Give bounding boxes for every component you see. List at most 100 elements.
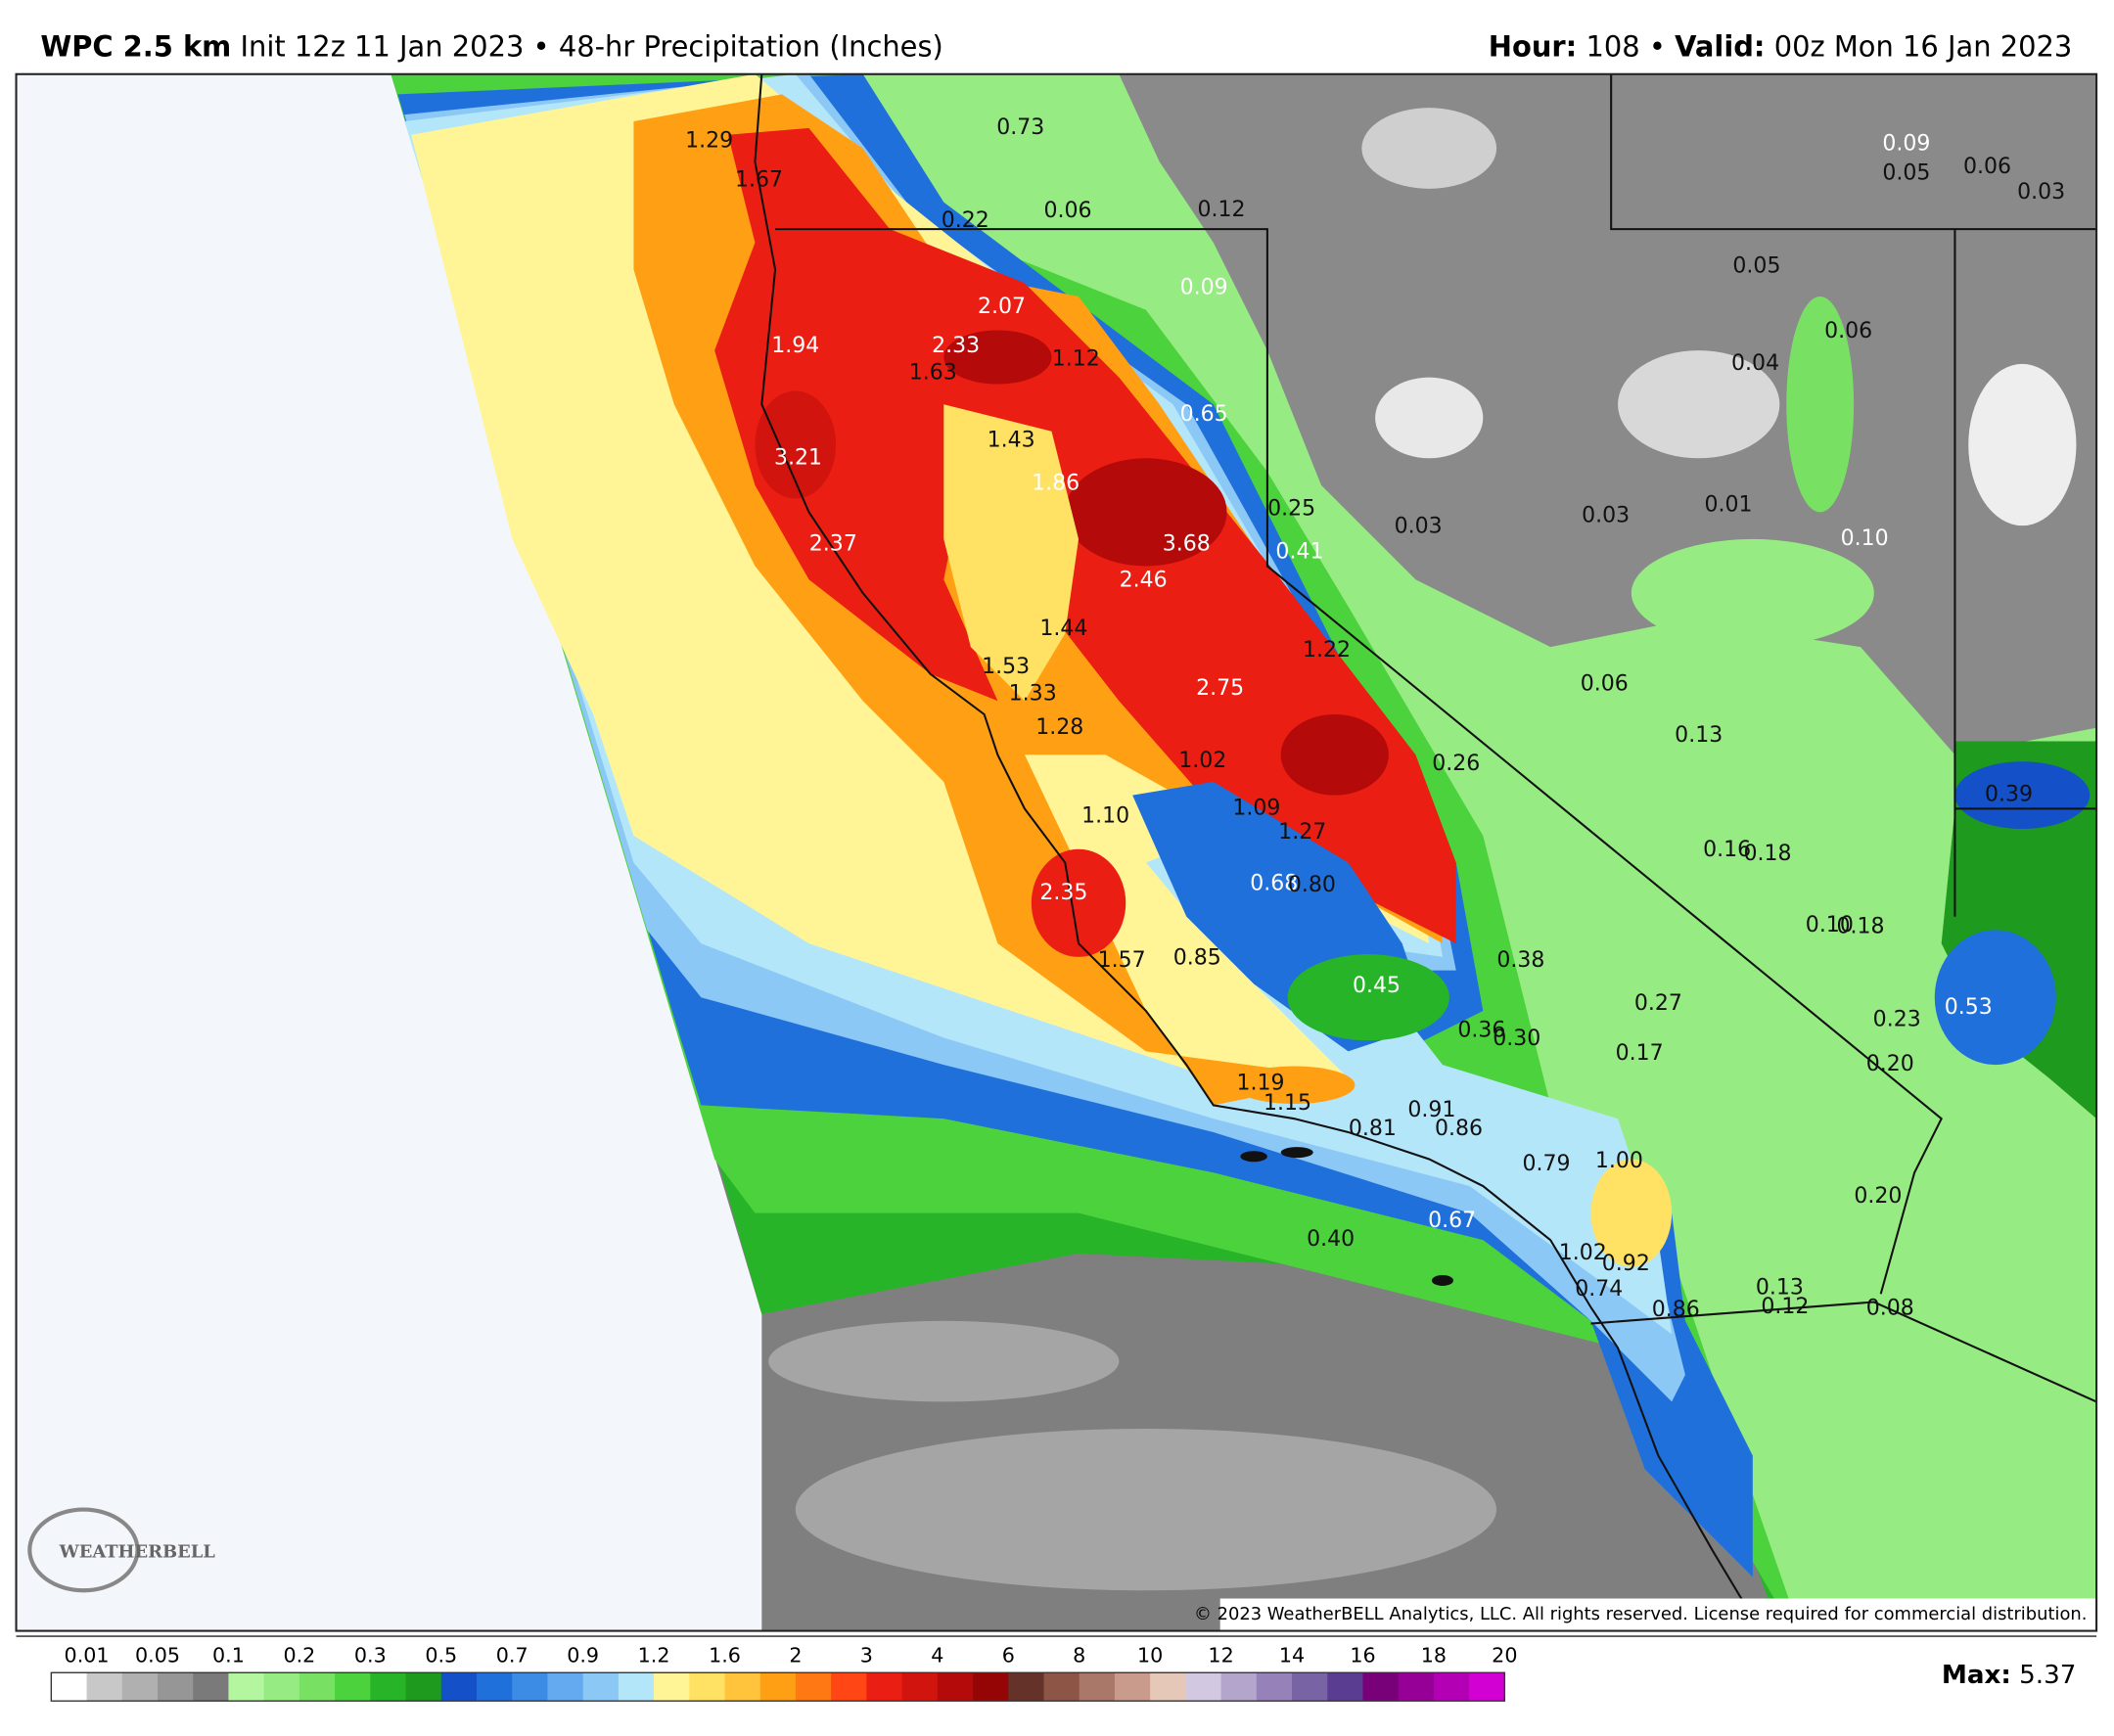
color-swatch — [440, 1672, 478, 1702]
color-swatch — [158, 1672, 194, 1702]
precip-label: 0.86 — [1652, 1298, 1700, 1322]
precip-label: 1.02 — [1559, 1241, 1607, 1265]
colorbar-tick-label: 0.3 — [354, 1644, 387, 1667]
precip-label: 1.57 — [1098, 948, 1146, 973]
color-swatch — [1292, 1672, 1328, 1702]
logo: WEATHERBELL — [27, 1507, 216, 1593]
colorbar-tick-label: 8 — [1073, 1644, 1085, 1667]
precip-band — [1954, 761, 2091, 830]
color-swatch — [1043, 1672, 1080, 1702]
separator: • — [1649, 30, 1666, 64]
color-swatch — [1079, 1672, 1116, 1702]
color-swatch — [1398, 1672, 1435, 1702]
precip-label: 2.35 — [1039, 881, 1087, 905]
max: Max: 5.37 — [1942, 1661, 2077, 1690]
color-swatch — [582, 1672, 620, 1702]
precip-label: 0.04 — [1731, 351, 1779, 376]
island — [1431, 1274, 1453, 1286]
precip-label: 0.05 — [1732, 254, 1780, 279]
island — [1240, 1151, 1267, 1163]
colorbar-tick-label: 0.05 — [135, 1644, 180, 1667]
precip-label: 1.02 — [1178, 749, 1226, 773]
precip-label: 0.17 — [1616, 1041, 1664, 1066]
precip-label: 1.43 — [988, 428, 1035, 452]
colorbar-tick-label: 0.1 — [212, 1644, 245, 1667]
precip-label: 0.92 — [1602, 1252, 1650, 1276]
color-swatch — [866, 1672, 903, 1702]
copyright: © 2023 WeatherBELL Analytics, LLC. All r… — [1194, 1604, 2087, 1624]
color-swatch — [335, 1672, 371, 1702]
color-swatch — [512, 1672, 548, 1702]
islands — [1240, 1147, 1453, 1286]
color-swatch — [228, 1672, 265, 1702]
precip-label: 0.03 — [1582, 504, 1630, 528]
color-swatch — [86, 1672, 123, 1702]
precip-label: 0.30 — [1493, 1027, 1540, 1051]
precip-label: 0.03 — [1395, 515, 1443, 539]
logo-text: WEATHERBELL — [59, 1542, 216, 1563]
color-swatch — [299, 1672, 336, 1702]
precip-label: 3.68 — [1163, 531, 1211, 556]
precip-label: 0.12 — [1198, 198, 1246, 222]
precip-label: 1.29 — [685, 129, 733, 154]
precip-label: 1.15 — [1264, 1091, 1311, 1116]
colorbar-tick-label: 12 — [1208, 1644, 1233, 1667]
color-swatch — [1114, 1672, 1151, 1702]
precip-label: 1.67 — [735, 168, 783, 193]
precip-label: 0.03 — [2017, 180, 2065, 205]
legend: 0.01 0.05 0.1 0.2 0.3 0.5 0.7 0.9 1.2 1.6 2 3 4 6 8 10 1… — [16, 1635, 2097, 1702]
colorbar-tick-label: 4 — [931, 1644, 943, 1667]
precip-band — [1941, 741, 2097, 1119]
color-swatch — [1433, 1672, 1470, 1702]
precip-label: 0.13 — [1675, 723, 1723, 748]
precip-label: 0.73 — [996, 115, 1044, 140]
precip-band — [1287, 954, 1449, 1041]
color-swatch — [795, 1672, 832, 1702]
hour: 108 — [1586, 30, 1639, 64]
precip-label: 0.79 — [1523, 1152, 1571, 1176]
point-labels: 1.94 3.21 2.37 2.07 2.33 1.86 3.68 2.46 2.75 2.35… — [685, 115, 2065, 1322]
precip-label: 0.26 — [1432, 752, 1480, 776]
hour-label: Hour: — [1489, 30, 1577, 64]
precip-label: 0.68 — [1250, 872, 1298, 896]
precip-label: 0.08 — [1866, 1296, 1914, 1320]
separator: • — [533, 30, 550, 64]
precip-band — [795, 1428, 1497, 1591]
colorbar-tick-label: 0.7 — [496, 1644, 528, 1667]
precip-label: 0.25 — [1267, 497, 1315, 522]
precip-band — [1280, 713, 1389, 796]
colorbar-tick-label: 6 — [1002, 1644, 1015, 1667]
state-border — [775, 228, 1943, 1295]
precip-label: 2.75 — [1196, 676, 1244, 701]
colorbar-frame — [50, 1671, 1506, 1702]
precip-label: 0.10 — [1806, 913, 1854, 937]
precip-band — [943, 330, 1052, 385]
precip-label: 0.67 — [1428, 1209, 1476, 1233]
color-swatch — [831, 1672, 867, 1702]
logo-swirl — [27, 1507, 140, 1593]
color-swatch — [759, 1672, 797, 1702]
colorbar-tick-label: 2 — [789, 1644, 802, 1667]
precip-label: 1.10 — [1081, 804, 1129, 829]
boundaries — [754, 73, 2097, 1619]
precip-band — [1618, 350, 1780, 459]
precip-label: 0.40 — [1307, 1227, 1355, 1252]
color-swatch — [654, 1672, 690, 1702]
header-left: WPC 2.5 km Init 12z 11 Jan 2023 • 48-hr … — [40, 30, 942, 64]
precip-label: 0.23 — [1873, 1008, 1921, 1032]
colorbar-tick-label: 3 — [860, 1644, 873, 1667]
coastline — [754, 73, 1754, 1619]
border — [1590, 1301, 2097, 1403]
map-frame — [15, 72, 2098, 1632]
precip-label: 1.86 — [1032, 471, 1080, 495]
color-swatch — [689, 1672, 725, 1702]
valid: 00z Mon 16 Jan 2023 — [1774, 30, 2073, 64]
precip-band — [1031, 848, 1126, 957]
precip-label: 2.33 — [932, 334, 980, 358]
colorbar-tick-label: 16 — [1350, 1644, 1375, 1667]
precip-band — [1375, 377, 1484, 459]
precip-label: 0.22 — [942, 208, 989, 233]
precip-label: 0.85 — [1173, 945, 1221, 970]
